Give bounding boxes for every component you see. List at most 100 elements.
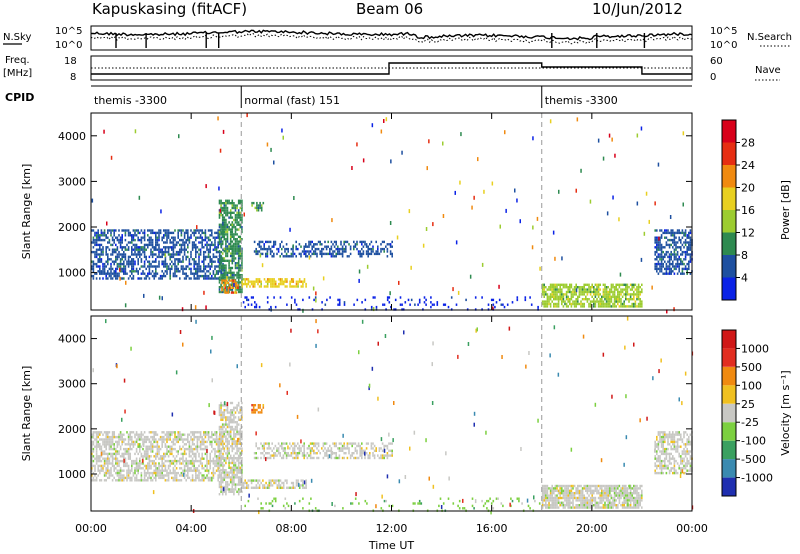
echo-cell [110, 262, 112, 266]
echo-cell [233, 416, 235, 419]
echo-cell [195, 243, 197, 247]
echo-cell [204, 265, 207, 268]
echo-cell [639, 286, 641, 289]
echo-cell [196, 229, 199, 232]
echo-cell [226, 418, 229, 421]
echo-speck [554, 256, 556, 261]
echo-cell [372, 250, 374, 253]
echo-cell [233, 233, 235, 236]
echo-cell [313, 456, 315, 460]
echo-cell [212, 462, 215, 465]
echo-cell [204, 243, 207, 247]
echo-cell [198, 258, 200, 261]
echo-cell [545, 499, 547, 502]
echo-cell [546, 496, 549, 500]
echo-cell [615, 283, 617, 286]
echo-cell [139, 231, 141, 235]
echo-cell [143, 234, 146, 237]
echo-cell [345, 247, 347, 251]
echo-cell [201, 270, 203, 273]
echo-cell [148, 440, 151, 444]
echo-cell [621, 305, 624, 308]
echo-cell [171, 267, 173, 271]
echo-cell [142, 457, 144, 460]
echo-cell [233, 440, 235, 443]
echo-cell [161, 440, 163, 444]
echo-cell [169, 277, 171, 280]
echo-cell [127, 467, 130, 470]
echo-cell [689, 231, 692, 235]
echo-cell [153, 431, 155, 434]
echo-cell [212, 248, 215, 251]
echo-cell [688, 246, 690, 249]
echo-cell [233, 211, 235, 214]
echo-cell [343, 303, 346, 306]
echo-cell [316, 456, 318, 460]
echo-cell [174, 265, 176, 268]
echo-cell [689, 272, 692, 275]
echo-cell [338, 447, 341, 450]
echo-cell [234, 435, 237, 438]
echo-cell [204, 234, 207, 237]
echo-cell [423, 296, 426, 299]
echo-cell [209, 457, 211, 460]
echo-speck [226, 276, 228, 281]
echo-cell [234, 245, 237, 248]
echo-cell [637, 290, 640, 294]
echo-cell [548, 487, 550, 490]
echo-cell [183, 452, 186, 456]
echo-cell [385, 499, 387, 503]
echo-cell [676, 231, 679, 235]
echo-cell [102, 234, 104, 237]
echo-cell [187, 433, 189, 436]
echo-cell [135, 267, 138, 271]
echo-cell [391, 240, 393, 244]
echo-cell [546, 293, 549, 296]
echo-cell [158, 464, 160, 468]
echo-cell [348, 449, 350, 452]
echo-cell [237, 449, 240, 453]
echo-cell [554, 286, 557, 289]
echo-cell [553, 302, 555, 306]
echo-cell [665, 236, 668, 239]
echo-cell [678, 229, 680, 232]
echo-cell [553, 496, 555, 500]
echo-cell [367, 442, 369, 445]
echo-cell [95, 250, 98, 254]
echo-cell [219, 431, 221, 434]
echo-cell [147, 462, 149, 465]
echo-cell [273, 278, 275, 281]
echo-cell [305, 250, 307, 253]
echo-cell [549, 302, 552, 306]
echo-cell [341, 444, 344, 448]
echo-cell [292, 447, 294, 450]
echo-cell [187, 474, 189, 477]
echo-cell [129, 234, 131, 237]
echo-cell [95, 253, 98, 256]
echo-cell [254, 404, 257, 407]
echo-cell [233, 418, 235, 421]
echo-cell [214, 440, 216, 444]
echo-cell [572, 295, 574, 298]
echo-cell [215, 265, 218, 268]
echo-cell [211, 443, 213, 446]
echo-cell [196, 435, 199, 439]
echo-cell [94, 250, 96, 254]
echo-cell [190, 479, 192, 482]
echo-cell [269, 240, 272, 244]
echo-cell [203, 277, 205, 280]
echo-cell [237, 240, 240, 243]
echo-cell [135, 464, 138, 468]
echo-speck [640, 257, 643, 262]
echo-cell [221, 206, 224, 210]
echo-cell [553, 286, 555, 289]
echo-cell [257, 282, 259, 286]
echo-cell [246, 484, 248, 487]
echo-cell [270, 305, 272, 309]
echo-cell [359, 452, 361, 455]
echo-cell [116, 253, 119, 256]
echo-cell [553, 290, 555, 294]
echo-cell [99, 265, 101, 268]
echo-cell [254, 479, 256, 482]
echo-speck [232, 243, 234, 248]
